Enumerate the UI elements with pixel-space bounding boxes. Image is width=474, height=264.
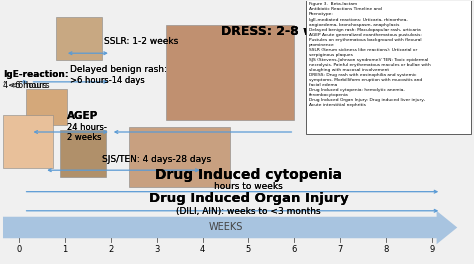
Text: IgE-reaction:: IgE-reaction: [3, 70, 68, 79]
Text: Drug Induced cytopenia: Drug Induced cytopenia [155, 168, 342, 182]
Text: Drug Induced Organ Injury: Drug Induced Organ Injury [149, 192, 348, 205]
Text: SSLR: 1-2 weeks: SSLR: 1-2 weeks [104, 37, 178, 46]
Text: 8: 8 [383, 245, 389, 254]
FancyBboxPatch shape [3, 115, 54, 168]
FancyBboxPatch shape [306, 0, 471, 134]
Polygon shape [3, 211, 457, 244]
Text: DRESS: 2-8 weeks: DRESS: 2-8 weeks [221, 25, 347, 38]
Text: 5: 5 [246, 245, 251, 254]
Text: hours to weeks: hours to weeks [214, 182, 283, 191]
FancyBboxPatch shape [129, 127, 230, 187]
Text: >6 hours-14 days: >6 hours-14 days [70, 76, 144, 85]
Text: ’ <6 hours: ’ <6 hours [3, 81, 47, 90]
Text: 24 hours-: 24 hours- [67, 123, 107, 132]
Text: AGEP: AGEP [67, 111, 99, 121]
FancyBboxPatch shape [26, 89, 67, 125]
Text: WEEKS: WEEKS [209, 223, 243, 233]
Text: 1: 1 [62, 245, 68, 254]
Text: 24 hours-: 24 hours- [67, 123, 107, 132]
Text: 2: 2 [108, 245, 113, 254]
Text: 4: 4 [200, 245, 205, 254]
Text: 0: 0 [17, 245, 22, 254]
Text: 7: 7 [337, 245, 343, 254]
Text: 2 weeks: 2 weeks [67, 133, 102, 142]
Text: 2 weeks: 2 weeks [67, 133, 102, 142]
Text: Drug Induced Organ Injury: Drug Induced Organ Injury [149, 192, 348, 205]
Text: Delayed benign rash:: Delayed benign rash: [70, 65, 166, 74]
Text: hours to weeks: hours to weeks [214, 182, 283, 191]
Text: (DILI, AIN): weeks to <3 months: (DILI, AIN): weeks to <3 months [176, 207, 321, 216]
Text: (DILI, AIN): weeks to <3 months: (DILI, AIN): weeks to <3 months [176, 207, 321, 216]
Text: SSLR: 1-2 weeks: SSLR: 1-2 weeks [104, 37, 178, 46]
Text: 9: 9 [429, 245, 435, 254]
Text: AGEP: AGEP [67, 111, 99, 121]
Text: Drug Induced cytopenia: Drug Induced cytopenia [155, 168, 342, 182]
FancyBboxPatch shape [60, 130, 106, 177]
Text: 6: 6 [292, 245, 297, 254]
Text: DRESS: 2-8 weeks: DRESS: 2-8 weeks [221, 25, 347, 38]
Text: 3: 3 [154, 245, 159, 254]
FancyBboxPatch shape [166, 25, 294, 120]
Text: SJS/TEN: 4 days-28 days: SJS/TEN: 4 days-28 days [101, 155, 211, 164]
Text: Figure 3.  Beta-lactam
Antibiotic Reactions Timeline and
Phenotype:
IgE-mediated: Figure 3. Beta-lactam Antibiotic Reactio… [309, 2, 430, 107]
Text: 4 <6 hours: 4 <6 hours [3, 81, 50, 90]
Text: >6 hours-14 days: >6 hours-14 days [70, 76, 144, 85]
FancyBboxPatch shape [56, 17, 101, 60]
Text: SJS/TEN: 4 days-28 days: SJS/TEN: 4 days-28 days [101, 155, 211, 164]
Text: IgE-reaction:: IgE-reaction: [3, 70, 68, 79]
Text: Delayed benign rash:: Delayed benign rash: [70, 65, 166, 74]
